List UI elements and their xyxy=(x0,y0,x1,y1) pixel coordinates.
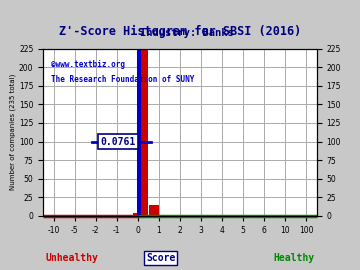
Bar xyxy=(133,213,138,216)
Bar xyxy=(136,49,140,216)
Title: Z'-Score Histogram for SBSI (2016): Z'-Score Histogram for SBSI (2016) xyxy=(59,25,301,38)
Text: ©www.textbiz.org: ©www.textbiz.org xyxy=(51,60,125,69)
Text: Score: Score xyxy=(146,253,176,263)
Text: The Research Foundation of SUNY: The Research Foundation of SUNY xyxy=(51,75,195,85)
Text: Unhealthy: Unhealthy xyxy=(46,253,99,263)
Bar xyxy=(149,205,158,216)
Bar xyxy=(138,49,148,216)
Text: 0.0761: 0.0761 xyxy=(100,137,135,147)
Text: Industry: Banks: Industry: Banks xyxy=(140,28,234,38)
Text: Healthy: Healthy xyxy=(273,253,314,263)
Y-axis label: Number of companies (235 total): Number of companies (235 total) xyxy=(10,74,16,191)
